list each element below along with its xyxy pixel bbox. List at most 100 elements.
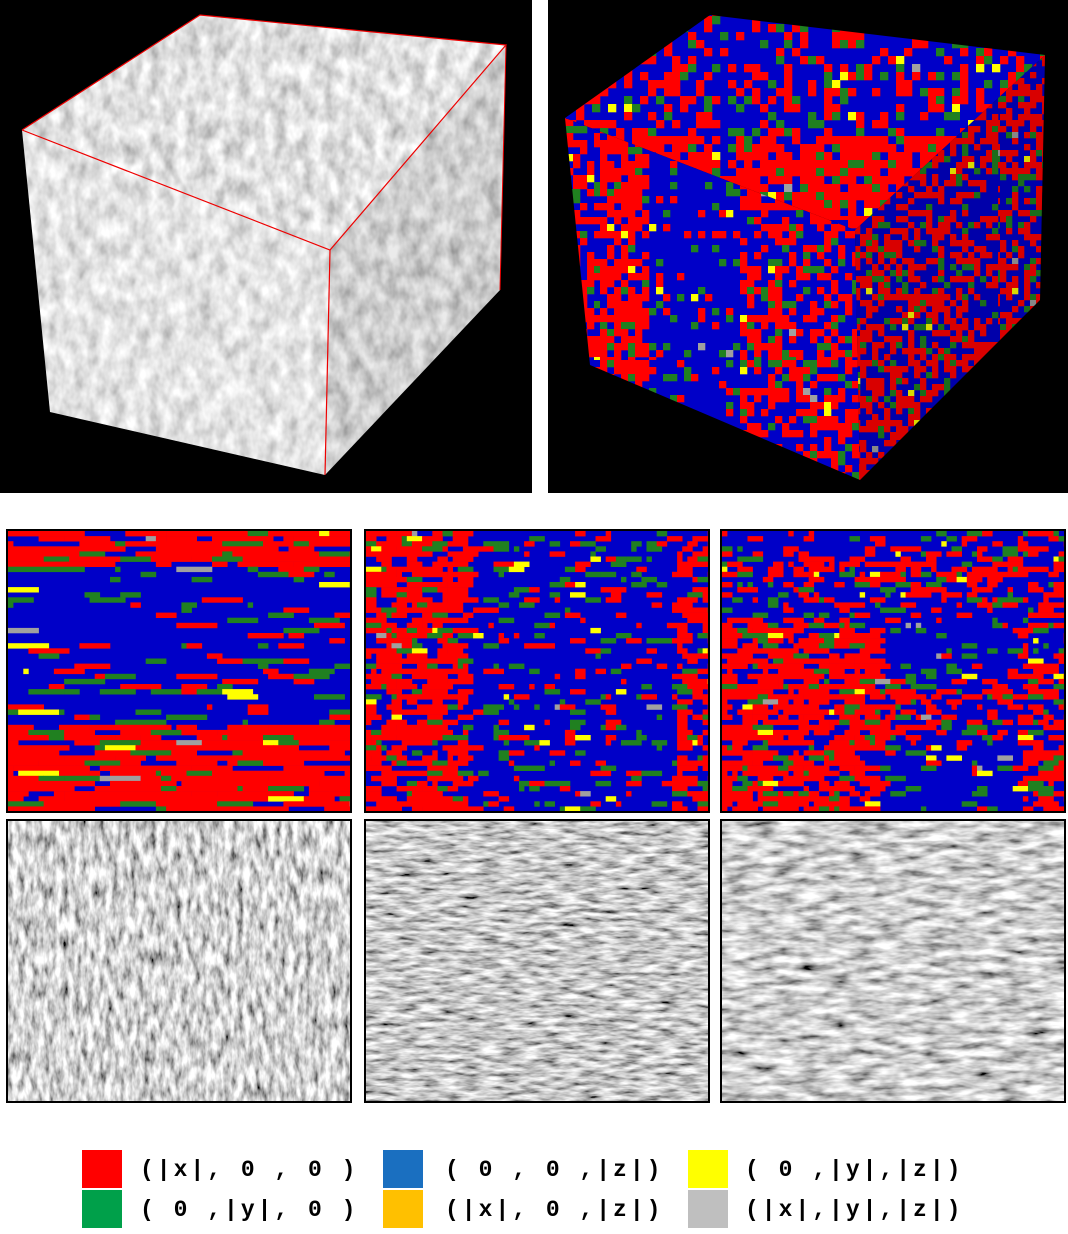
map-cell <box>722 653 738 658</box>
map-cell <box>753 613 769 618</box>
map-cell <box>458 531 474 536</box>
map-cell <box>555 674 560 679</box>
map-cell <box>652 740 668 745</box>
map-cell <box>698 806 709 811</box>
map-cell <box>967 572 983 577</box>
map-cell <box>79 551 105 556</box>
map-cell <box>105 745 136 750</box>
map-cell <box>550 592 561 597</box>
slice-maps <box>7 530 1068 812</box>
map-cell <box>437 618 442 623</box>
map-cell <box>865 643 881 648</box>
map-cell <box>748 659 764 664</box>
map-cell <box>793 567 804 572</box>
map-cell <box>386 659 391 664</box>
map-cell <box>458 597 463 602</box>
map-cell <box>753 557 764 562</box>
map-cell <box>494 664 499 669</box>
map-cell <box>181 786 212 791</box>
map-cell <box>763 664 774 669</box>
map-cell <box>366 710 377 715</box>
map-cell <box>819 638 824 643</box>
map-cell <box>946 669 962 674</box>
map-cell <box>1018 541 1029 546</box>
map-cell <box>631 740 642 745</box>
map-cell <box>463 597 479 602</box>
map-cell <box>1043 643 1048 648</box>
map-cell <box>534 623 550 628</box>
map-cell <box>870 572 881 577</box>
map-cell <box>8 745 49 750</box>
map-cell <box>885 618 901 623</box>
map-cell <box>268 531 284 536</box>
map-cell <box>458 745 474 750</box>
map-cell <box>402 735 418 740</box>
map-cell <box>911 613 922 618</box>
map-cell <box>799 674 815 679</box>
map-cell <box>146 659 167 664</box>
map-cell <box>8 567 49 572</box>
map-cell <box>773 638 784 643</box>
map-cell <box>799 587 815 592</box>
map-cell <box>417 587 422 592</box>
map-cell <box>703 592 708 597</box>
map-cell <box>855 577 866 582</box>
map-cell <box>402 597 413 602</box>
map-cell <box>8 710 19 715</box>
map-cell <box>936 531 947 536</box>
map-cell <box>839 623 844 628</box>
map-cell <box>636 730 641 735</box>
map-cell <box>314 801 330 806</box>
map-cell <box>626 557 642 562</box>
map-cell <box>453 781 469 786</box>
map-cell <box>100 776 141 781</box>
map-cell <box>392 587 403 592</box>
map-cell <box>793 669 798 674</box>
map-cell <box>125 541 141 546</box>
map-cell <box>248 602 253 607</box>
map-cell <box>997 572 1008 577</box>
map-cell <box>427 664 438 669</box>
map-cell <box>427 796 432 801</box>
map-cell <box>125 531 166 536</box>
map-cell <box>202 755 233 760</box>
map-cell <box>407 781 412 786</box>
map-cell <box>921 536 932 541</box>
map-cell <box>366 618 371 623</box>
map-cell <box>412 618 423 623</box>
map-cell <box>90 715 101 720</box>
map-cell <box>386 689 402 694</box>
map-cell <box>381 582 397 587</box>
map-cell <box>758 633 769 638</box>
map-cell <box>875 664 891 669</box>
map-cell <box>407 628 418 633</box>
map-cell <box>64 796 105 801</box>
map-cell <box>962 562 973 567</box>
map-cell <box>824 623 835 628</box>
map-cell <box>371 776 376 781</box>
map-cell <box>8 786 44 791</box>
map-cell <box>268 725 284 730</box>
map-cell <box>478 546 494 551</box>
map-cell <box>366 704 377 709</box>
map-cell <box>427 633 443 638</box>
map-cell <box>641 694 657 699</box>
map-cell <box>1023 531 1028 536</box>
map-cell <box>427 602 438 607</box>
map-cell <box>417 704 428 709</box>
map-cell <box>514 587 530 592</box>
map-cell <box>44 557 70 562</box>
map-cell <box>753 551 764 556</box>
map-cell <box>18 771 59 776</box>
map-cell <box>141 541 157 546</box>
map-cell <box>79 643 110 648</box>
map-cell <box>1028 551 1039 556</box>
map-cell <box>804 572 815 577</box>
map-cell <box>217 806 233 811</box>
map-cell <box>621 577 626 582</box>
map-cell <box>763 674 774 679</box>
map-cell <box>422 582 433 587</box>
map-cell <box>202 546 228 551</box>
map-cell <box>371 669 376 674</box>
map-cell <box>453 643 469 648</box>
